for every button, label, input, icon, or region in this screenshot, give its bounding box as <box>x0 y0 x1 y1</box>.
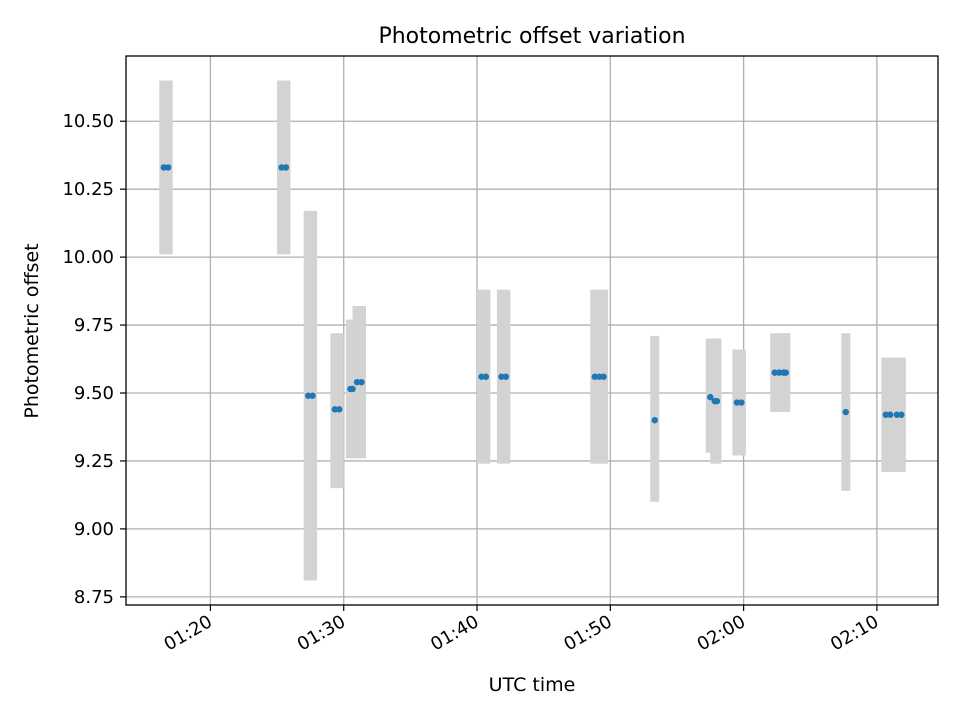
data-point <box>651 416 658 424</box>
y-tick-label: 9.50 <box>74 383 114 404</box>
data-point <box>713 397 721 405</box>
data-point <box>331 406 339 413</box>
data-point <box>482 373 490 380</box>
data-point <box>600 373 607 380</box>
data-point <box>771 369 778 376</box>
y-tick-label: 10.25 <box>62 179 114 200</box>
data-point <box>898 411 905 418</box>
y-tick-label: 8.75 <box>74 587 114 608</box>
y-tick-label: 10.00 <box>62 247 114 268</box>
data-point <box>353 378 361 386</box>
plot-frame <box>125 55 939 606</box>
data-point <box>160 164 167 171</box>
data-point <box>336 406 343 413</box>
y-tick-label: 9.00 <box>74 519 114 540</box>
y-tick-label: 9.75 <box>74 315 114 336</box>
data-point <box>738 399 745 406</box>
data-point <box>893 411 901 418</box>
y-tick-label: 10.50 <box>62 111 114 132</box>
y-tick-label: 9.25 <box>74 451 114 472</box>
data-point <box>478 373 485 380</box>
data-point <box>591 373 598 380</box>
data-point <box>282 164 290 171</box>
data-point <box>733 399 741 406</box>
data-point <box>782 369 790 376</box>
data-point <box>165 164 172 171</box>
data-points <box>160 164 905 424</box>
data-point <box>842 408 850 416</box>
data-point <box>596 373 603 380</box>
data-point <box>304 392 312 399</box>
data-point <box>358 378 365 386</box>
data-point <box>707 393 714 401</box>
x-axis-label: UTC time <box>489 674 576 696</box>
data-point <box>278 164 285 171</box>
data-point <box>882 411 889 418</box>
data-point <box>775 369 783 376</box>
chart-title: Photometric offset variation <box>378 24 685 49</box>
data-point <box>502 373 510 380</box>
data-point <box>887 411 894 418</box>
y-axis-label: Photometric offset <box>21 243 43 418</box>
y-axis-ticks: 8.75 9.00 9.25 9.50 9.75 10.00 10.25 10.50 <box>62 111 126 608</box>
data-point <box>349 385 356 393</box>
data-point <box>498 373 505 380</box>
data-point <box>309 392 316 399</box>
